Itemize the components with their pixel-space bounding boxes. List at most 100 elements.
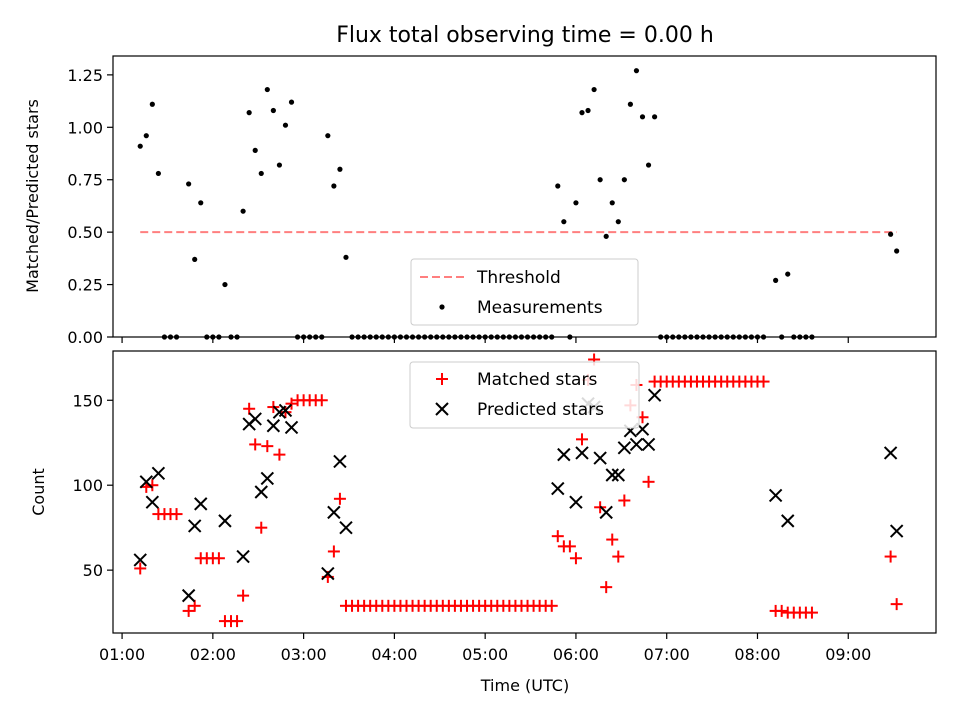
predicted-star-point: [629, 437, 644, 452]
top-axis-ticks: 0.00 0.25 0.50 0.75 1.00 1.25: [67, 66, 849, 347]
matched-star-point: [618, 494, 631, 507]
y-tick-label: 0.00: [67, 328, 103, 347]
matched-star-point: [563, 540, 576, 553]
threshold-legend-label: Threshold: [476, 268, 561, 288]
x-tick-label: 08:00: [734, 645, 780, 664]
measurement-point: [270, 107, 276, 114]
predicted-star-point: [133, 553, 147, 567]
matched-star-point: [775, 604, 788, 617]
predicted-star-point: [611, 468, 626, 482]
y-axis-label: Count: [29, 468, 48, 516]
measurement-point: [252, 147, 258, 153]
y-tick-label: 100: [72, 476, 103, 495]
measurement-point: [555, 183, 561, 189]
predicted-star-point: [327, 505, 341, 520]
measurement-point: [276, 162, 283, 168]
matched-star-point: [134, 562, 147, 575]
predicted-star-point: [617, 441, 632, 455]
matched-star-point: [642, 475, 655, 488]
measurement-point: [325, 133, 331, 139]
predicted-star-point: [194, 497, 208, 511]
measurement-point: [627, 101, 634, 107]
matched-star-point: [261, 440, 274, 453]
bottom-legend: Matched stars Predicted stars: [409, 361, 640, 429]
measurement-point: [773, 277, 779, 283]
matched-star-point: [333, 492, 346, 505]
measurement-point: [621, 177, 627, 183]
measurement-point: [192, 256, 198, 263]
predicted-star-point: [151, 466, 166, 481]
x-tick-label: 05:00: [462, 645, 508, 664]
matched-star-point: [575, 433, 588, 446]
predicted-star-point: [781, 514, 795, 528]
predicted-star-point: [333, 454, 347, 469]
predicted-star-point: [339, 520, 353, 535]
bottom-axis-ticks: 50 100 150 01:00 02:00 03:00 04:00 05:00 06:00 07…: [72, 391, 871, 664]
measurement-point: [639, 114, 646, 120]
predicted-star-point: [768, 488, 783, 503]
matched-legend-label: Matched stars: [477, 370, 597, 390]
matched-star-point: [569, 552, 582, 565]
measurement-point: [888, 231, 894, 237]
measurement-point: [603, 233, 609, 239]
measurement-point: [785, 271, 791, 277]
x-tick-label: 06:00: [553, 645, 599, 664]
matched-star-point: [279, 406, 292, 419]
matched-star-point: [212, 552, 225, 565]
measurement-point: [331, 183, 337, 189]
top-legend-box: [410, 258, 639, 326]
y-tick-label: 0.25: [67, 276, 103, 295]
predicted-star-point: [647, 388, 662, 402]
measurement-point: [894, 248, 900, 254]
predicted-star-point: [593, 451, 607, 465]
predicted-star-point: [605, 468, 619, 482]
matched-star-point: [600, 581, 613, 594]
matched-star-point: [188, 599, 201, 612]
measurement-point: [573, 200, 579, 206]
predicted-star-point: [248, 412, 262, 426]
matched-star-point: [805, 606, 818, 619]
x-tick-label: 04:00: [371, 645, 417, 664]
predicted-star-point: [569, 495, 583, 509]
measurement-point: [591, 86, 597, 93]
measurement-point: [288, 99, 295, 105]
y-tick-label: 50: [83, 561, 103, 580]
measurements-legend-label: Measurements: [477, 298, 603, 318]
matched-star-point: [231, 615, 244, 628]
predicted-star-point: [236, 549, 250, 564]
predicted-star-point: [139, 475, 153, 489]
measurement-point: [246, 110, 252, 116]
predicted-star-point: [641, 437, 656, 452]
measurement-point: [615, 219, 621, 225]
measurement-point: [240, 208, 246, 214]
measurement-point: [609, 200, 615, 206]
measurements-legend-marker: [439, 304, 445, 310]
x-axis-label: Time (UTC): [480, 676, 569, 695]
measurement-point: [645, 162, 652, 168]
measurement-point: [198, 200, 204, 206]
star-count-points: [133, 353, 904, 628]
x-tick-label: 01:00: [99, 645, 145, 664]
matched-star-point: [255, 521, 268, 534]
measurement-point: [258, 170, 264, 177]
measurement-point: [143, 133, 149, 139]
measurement-point: [337, 166, 343, 172]
x-tick-label: 09:00: [825, 645, 871, 664]
predicted-star-point: [145, 495, 160, 509]
measurement-point: [597, 177, 603, 183]
predicted-star-point: [575, 446, 589, 460]
y-tick-label: 0.75: [67, 171, 103, 190]
predicted-star-point: [284, 420, 299, 435]
predicted-star-point: [181, 588, 196, 603]
measurement-point: [264, 86, 270, 93]
measurement-point: [155, 170, 161, 177]
bottom-legend-box: [409, 361, 640, 429]
matched-star-point: [612, 550, 625, 563]
measurement-point: [561, 219, 567, 225]
matched-star-point: [170, 508, 183, 521]
matched-star-point: [606, 533, 619, 546]
matched-star-point: [249, 438, 262, 451]
measurement-point: [186, 181, 192, 187]
measurement-point: [222, 281, 228, 288]
matched-star-point: [757, 375, 770, 388]
